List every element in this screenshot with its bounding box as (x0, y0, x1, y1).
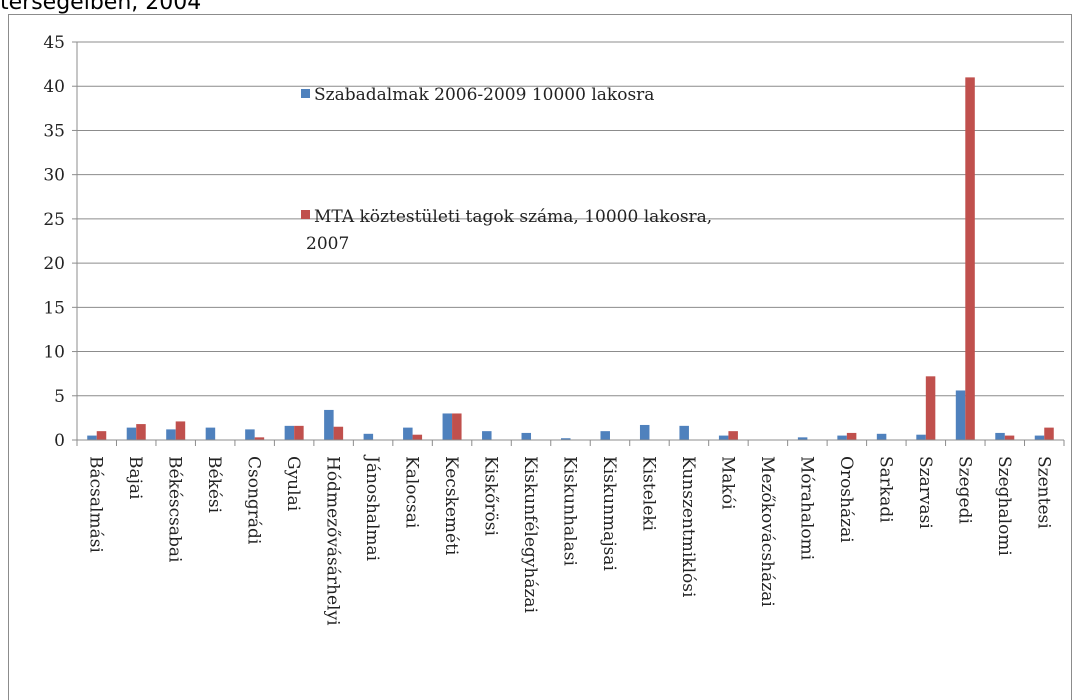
bar-mta-tagok (1044, 427, 1054, 440)
bar-szabadalmak (1034, 435, 1045, 440)
chart-frame (8, 14, 1072, 700)
category-label: Szarvasi (915, 456, 935, 529)
legend-label-mta-tagok: MTA köztestületi tagok száma, 10000 lako… (306, 207, 712, 254)
bar-szabadalmak (955, 390, 966, 440)
category-label: Kiskunfélegyházai (520, 456, 540, 614)
category-label: Szentesi (1033, 456, 1053, 529)
bar-szabadalmak (403, 427, 413, 440)
category-label: Hódmezővásárhelyi (323, 456, 343, 626)
category-label: Bajai (125, 456, 145, 500)
category-label: Mezőkovácsházai (757, 456, 777, 607)
bar-mta-tagok (925, 376, 936, 440)
y-tick-label: 40 (43, 77, 65, 97)
bar-szabadalmak (600, 431, 610, 440)
category-label: Kalocsai (402, 456, 422, 529)
y-tick-label: 15 (43, 298, 65, 318)
bar-szabadalmak (205, 427, 216, 440)
category-label: Szegedi (954, 456, 974, 524)
category-label: Bácsalmási (86, 456, 106, 553)
bar-mta-tagok (846, 432, 857, 440)
bar-szabadalmak (284, 425, 295, 440)
bar-mta-tagok (333, 426, 344, 440)
category-label: Orosházai (836, 456, 856, 543)
bar-mta-tagok (294, 425, 304, 440)
y-axis-ticks: 0 5 10 15 20 25 30 35 40 45 (43, 33, 78, 451)
legend-swatch-szabadalmak (301, 89, 310, 98)
category-labels: Bácsalmási Bajai Békéscsabai Békési Csongrád… (86, 454, 1054, 626)
y-tick-label: 45 (43, 33, 65, 53)
y-tick-label: 20 (43, 254, 65, 274)
bar-szabadalmak (916, 434, 926, 440)
category-label: Békési (204, 456, 224, 514)
category-label: Békéscsabai (165, 456, 185, 563)
legend-label-szabadalmak: Szabadalmak 2006-2009 10000 lakosra (314, 85, 654, 105)
category-label: Kiskunmajsai (599, 456, 619, 571)
category-label: Mórahalomi (796, 456, 816, 561)
category-label: Kisteleki (638, 456, 658, 532)
category-label: Csongrádi (244, 456, 264, 545)
y-tick-label: 5 (54, 387, 65, 407)
y-tick-label: 25 (43, 210, 65, 230)
category-label: Kunszentmiklósi (678, 456, 698, 598)
bar-mta-tagok (254, 437, 265, 440)
bar-mta-tagok (96, 431, 107, 440)
gridlines (77, 41, 1064, 397)
bar-szabadalmak (482, 431, 492, 440)
bar-szabadalmak (363, 433, 374, 440)
y-tick-label: 35 (43, 121, 65, 141)
bar-szabadalmak (87, 435, 97, 440)
bar-szabadalmak (797, 437, 808, 440)
bar-szabadalmak (679, 425, 689, 440)
y-tick-label: 30 (43, 166, 65, 186)
bar-szabadalmak (521, 432, 532, 440)
bar-szabadalmak (126, 427, 137, 440)
bar-szabadalmak (442, 413, 453, 440)
bar-szabadalmak (995, 432, 1005, 440)
bar-mta-tagok (728, 431, 738, 440)
bar-mta-tagok (412, 434, 423, 440)
bar-szabadalmak (166, 429, 176, 440)
legend: Szabadalmak 2006-2009 10000 lakosra MTA k… (301, 85, 712, 254)
bar-szabadalmak (837, 435, 847, 440)
bar-mta-tagok (136, 424, 146, 440)
bar-szabadalmak (718, 435, 729, 440)
x-axis (76, 439, 1065, 446)
category-label: Kecskeméti (441, 456, 461, 556)
bar-szabadalmak (245, 429, 255, 440)
bar-szabadalmak (561, 438, 571, 440)
category-label: Sarkadi (875, 456, 895, 523)
category-label: Gyulai (283, 456, 303, 512)
y-tick-label: 0 (54, 431, 65, 451)
bar-mta-tagok (175, 421, 186, 440)
category-label: Kiskőrösi (481, 456, 501, 536)
chart-caption: térségeiben, 2004 (0, 0, 202, 15)
category-label: Makói (717, 456, 737, 510)
bars (87, 77, 1054, 440)
category-label: Szeghalomi (994, 456, 1014, 556)
bar-mta-tagok (452, 413, 462, 440)
category-label: Jánoshalmai (362, 454, 382, 562)
legend-swatch-mta-tagok (301, 210, 310, 219)
category-label: Kiskunhalasi (560, 456, 580, 566)
bar-szabadalmak (639, 424, 650, 440)
bar-mta-tagok (965, 77, 975, 440)
bar-mta-tagok (1004, 435, 1015, 440)
y-tick-label: 10 (43, 343, 65, 363)
bar-szabadalmak (876, 433, 887, 440)
bar-szabadalmak (324, 409, 334, 440)
